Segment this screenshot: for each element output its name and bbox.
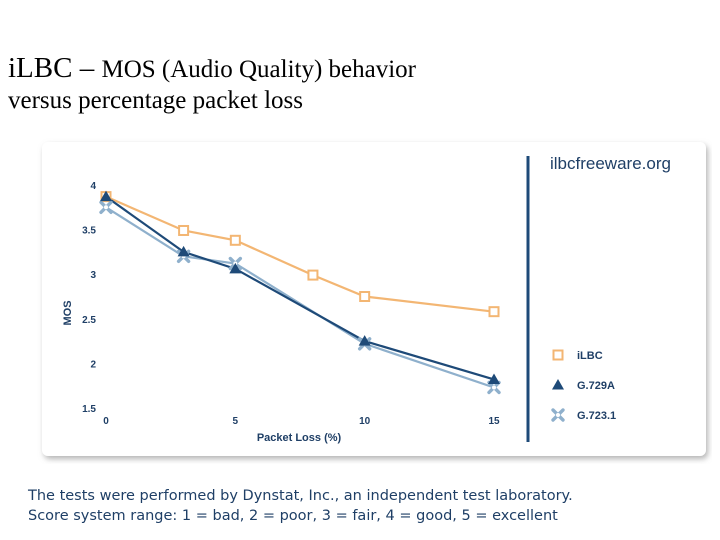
data-point-g-729a [177,245,190,257]
data-point-ilbc [178,224,190,236]
slide-title-line2: versus percentage packet loss [8,86,304,114]
series-markers [99,190,501,395]
x-tick-label: 5 [233,416,239,427]
footnote-line-score-range: Score system range: 1 = bad, 2 = poor, 3… [28,508,558,524]
y-tick-label: 3 [90,270,96,281]
legend-marker-ilbc [552,349,564,361]
footnote: The tests were performed by Dynstat, Inc… [28,486,708,526]
y-tick-label: 1.5 [82,404,96,415]
slide-title-subject: MOS (Audio Quality) behavior [101,56,417,83]
legend-marker-g-729a [552,379,564,390]
legend-label-g-723-1: G.723.1 [577,410,616,422]
data-point-g-729a [488,373,500,384]
chart-image-panel: ilbcfreeware.org MOS Packet Loss (%) 4 3.… [36,138,712,464]
brand-label: ilbcfreeware.org [550,154,671,173]
x-tick-label: 10 [359,416,371,427]
x-tick-label: 0 [103,416,109,427]
y-axis-ticks: 4 3.5 3 2.5 2 1.5 [82,181,96,415]
series-line-ilbc [105,195,495,313]
legend: iLBC G.729A G.723.1 [551,349,616,422]
slide-title: iLBC – MOS (Audio Quality) behavior vers… [8,48,698,115]
y-axis-label: MOS [62,300,74,325]
legend-label-ilbc: iLBC [577,350,603,362]
footnote-line-test-lab: The tests were performed by Dynstat, Inc… [28,488,573,504]
data-point-ilbc [359,291,371,302]
data-point-g-729a [100,190,112,202]
y-tick-label: 2 [90,359,96,370]
y-tick-label: 3.5 [82,226,96,237]
data-point-ilbc [229,234,241,246]
data-point-ilbc [307,269,319,281]
data-point-g-729a [358,335,371,346]
x-axis-ticks: 0 5 10 15 [103,416,500,427]
x-axis-label: Packet Loss (%) [257,432,342,444]
x-tick-label: 15 [488,416,500,427]
chart-frame [42,142,706,456]
y-tick-label: 4 [90,181,96,192]
mos-chart: ilbcfreeware.org MOS Packet Loss (%) 4 3.… [42,142,706,456]
data-point-g-729a [229,262,242,274]
data-point-ilbc [488,306,500,318]
y-tick-label: 2.5 [82,315,96,326]
slide-title-codec: iLBC – [8,52,102,84]
legend-label-g-729a: G.729A [577,380,615,392]
